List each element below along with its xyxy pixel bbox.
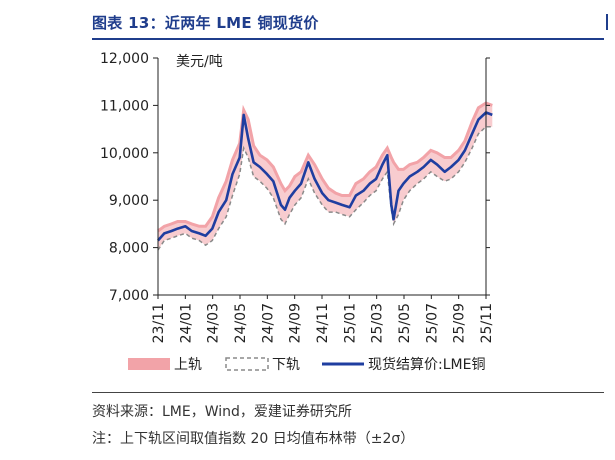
x-tick-label: 25/05 (397, 303, 413, 343)
legend-swatch-lower (225, 357, 269, 371)
x-tick-label: 24/03 (206, 303, 222, 343)
source-note: 资料来源：LME，Wind，爱建证券研究所 (92, 404, 352, 420)
figure-title: 图表 13：近两年 LME 铜现货价 (92, 14, 319, 32)
footnote: 注：上下轨区间取值指数 20 日均值布林带（±2σ） (92, 431, 415, 447)
lme-copper-chart: 7,000 8,000 9,000 10,000 11,000 12,000 23/11 24… (100, 51, 495, 373)
x-tick-label: 24/05 (233, 303, 249, 343)
x-tick-label: 25/11 (479, 303, 495, 343)
legend-label-upper: 上轨 (174, 357, 202, 373)
x-tick-label: 25/01 (342, 303, 358, 343)
y-unit-label: 美元/吨 (176, 54, 223, 70)
y-tick-label: 12,000 (100, 51, 149, 67)
series-lower-band (157, 125, 493, 251)
x-tick-label: 25/09 (452, 303, 468, 343)
x-tick-label: 23/11 (151, 303, 167, 343)
y-tick-label: 7,000 (109, 288, 149, 304)
series-spot-price (157, 111, 493, 242)
y-tick-label: 11,000 (100, 98, 149, 114)
adjacent-figure-edge (606, 14, 615, 30)
legend-swatch-upper (128, 358, 170, 370)
bollinger-band-area (158, 103, 493, 250)
y-tick-label: 8,000 (109, 241, 149, 257)
chart-legend: 上轨 下轨 现货结算价:LME铜 (128, 356, 485, 373)
y-tick-label: 10,000 (100, 146, 149, 162)
title-rule (92, 38, 604, 40)
x-tick-label: 24/01 (178, 303, 194, 343)
x-tick-label: 25/07 (424, 303, 440, 343)
source-rule (92, 392, 604, 393)
x-tick-label: 24/11 (315, 303, 331, 343)
series-upper-band (157, 101, 493, 233)
legend-label-price: 现货结算价:LME铜 (368, 356, 485, 373)
x-tick-label: 25/03 (370, 303, 386, 343)
x-tick-label: 24/07 (260, 303, 276, 343)
legend-label-lower: 下轨 (272, 357, 300, 373)
band-fill (158, 103, 493, 250)
chart-axes: 7,000 8,000 9,000 10,000 11,000 12,000 23/11 24… (100, 51, 495, 343)
x-tick-label: 24/09 (288, 303, 304, 343)
y-tick-label: 9,000 (109, 193, 149, 209)
